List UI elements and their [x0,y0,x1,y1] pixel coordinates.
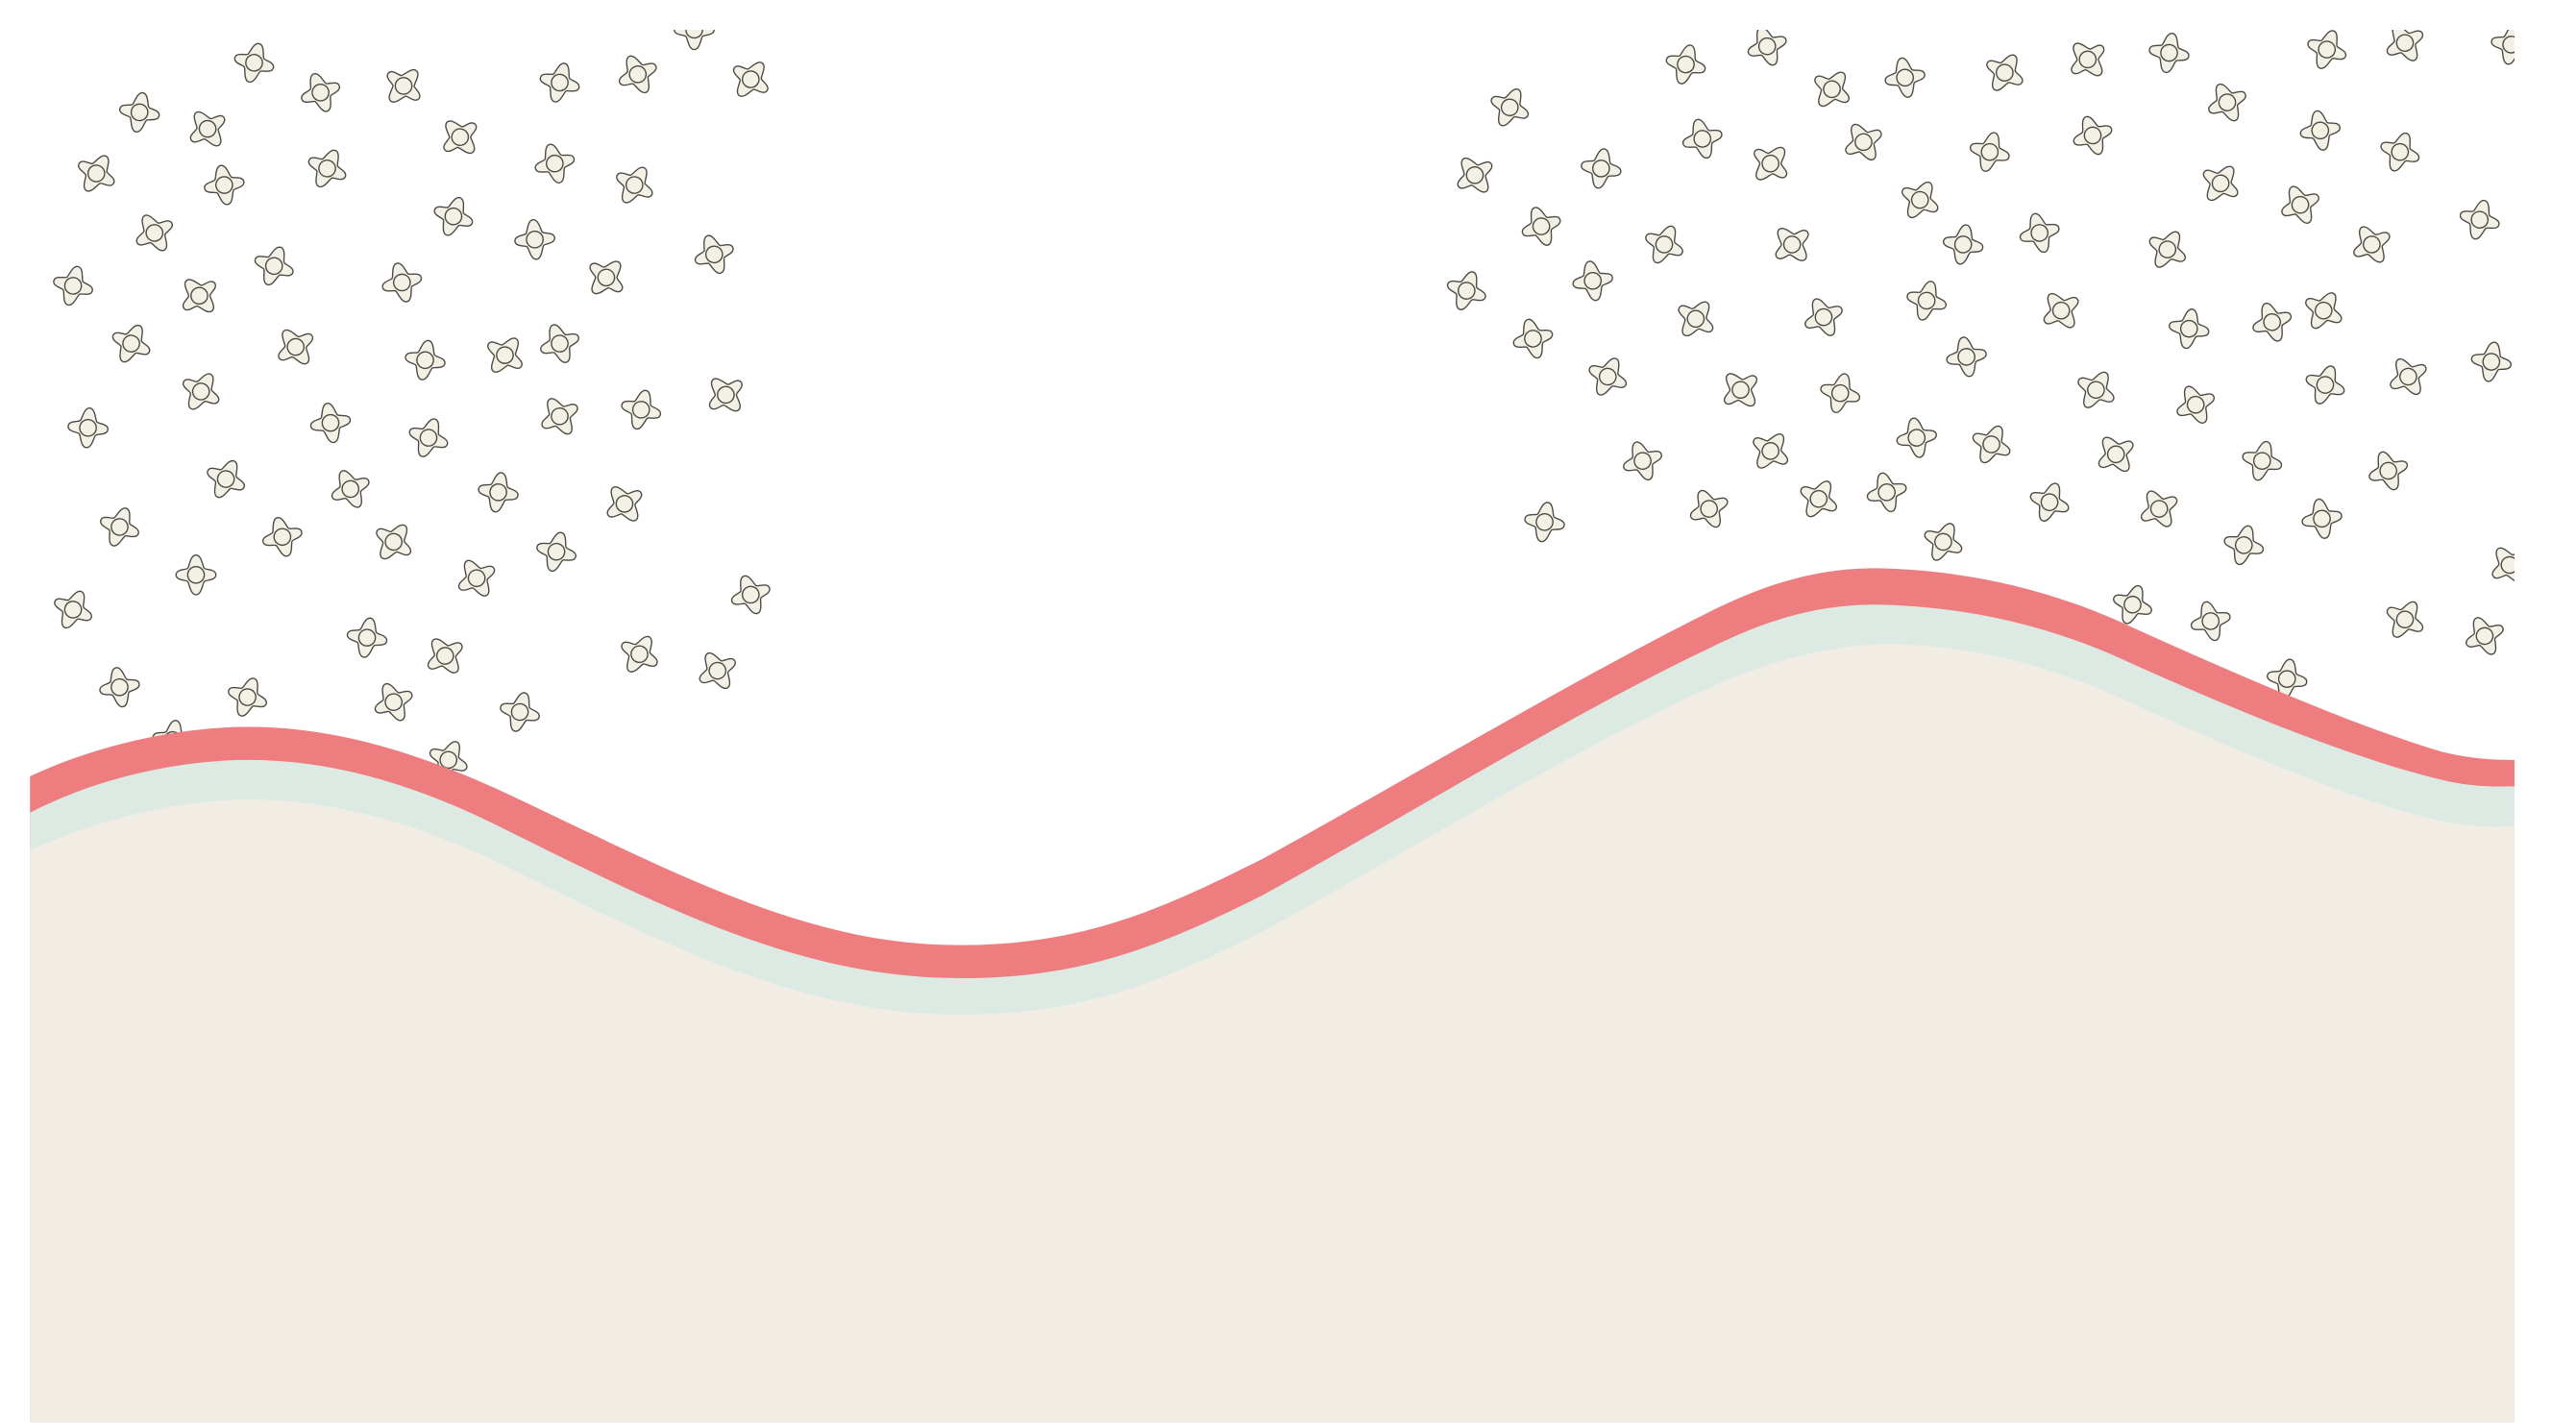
ground-fill [30,644,2515,1423]
hills [30,568,2515,1423]
